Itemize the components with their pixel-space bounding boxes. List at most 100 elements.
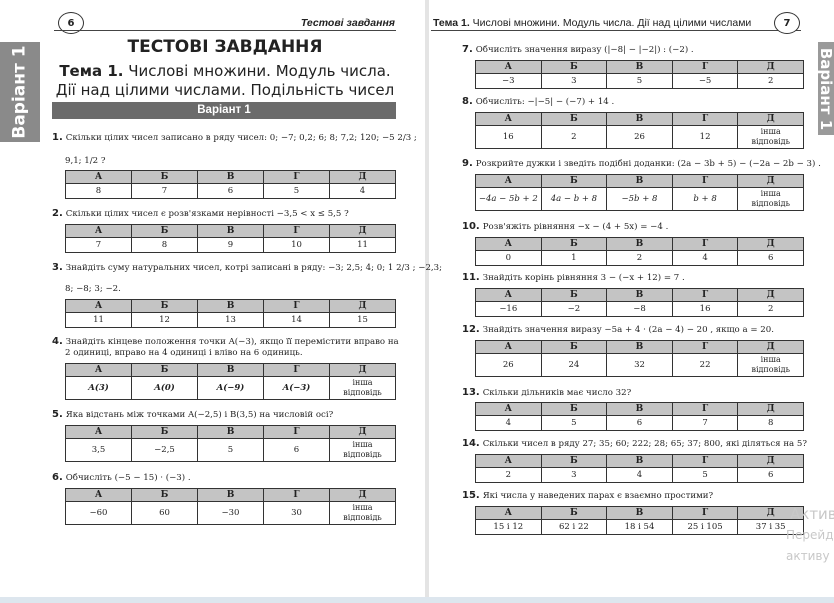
question-number: 10. [462,221,480,232]
page-number: 7 [774,12,800,34]
option-value: 5 [263,183,330,199]
question-number: 13. [462,387,480,398]
option-value: інша відповідь [737,353,804,377]
question-number: 4. [52,336,63,347]
option-header: А [65,299,132,313]
option-value: −2 [540,301,608,317]
question-text: Які числа у наведених парах є взаємно пр… [482,491,714,501]
running-header: Тема 1. Числові множини. Модуль числа. Д… [433,17,751,29]
option-value: 2 [540,125,608,149]
option-value: 7 [131,183,198,199]
option-value: 13 [197,312,264,328]
header-rule [54,30,396,31]
option-header: А [475,237,542,251]
question-text: Яка відстань між точками A(−2,5) і B(3,5… [65,410,334,420]
option-header: Д [329,224,396,238]
option-header: А [475,174,542,188]
option-header: Д [737,340,804,354]
question-12: 12. Знайдіть значення виразу −5a + 4 · (2… [462,324,774,336]
question-10: 10. Розв'яжіть рівняння −x − (4 + 5x) = −… [462,221,668,233]
option-header: А [65,488,132,502]
question-number: 12. [462,324,480,335]
option-value: −60 [65,501,132,525]
option-header: В [606,174,673,188]
option-header: Г [671,112,739,126]
question-number: 15. [462,490,480,501]
option-header: Г [671,174,739,188]
question-number: 6. [52,472,63,483]
question-4: 4. Знайдіть кінцеве положення точки A(−3)… [52,336,399,348]
question-text: Знайдіть корінь рівняння 3 − (−x + 12) =… [482,273,685,283]
question-3: 3. Знайдіть суму натуральних чисел, котрі… [52,262,442,274]
option-value: 6 [263,438,330,462]
question-text: Знайдіть суму натуральних чисел, котрі з… [65,263,443,273]
option-header: Б [540,506,608,520]
option-header: Д [329,299,396,313]
question-2: 2. Скільки цілих чисел є розв'язками нері… [52,208,349,220]
option-header: Б [540,402,608,416]
option-value: 7 [671,415,739,431]
option-header: В [197,224,264,238]
option-value: інша відповідь [737,125,804,149]
option-header: Д [329,363,396,377]
option-value: A(0) [131,376,198,400]
option-value: 12 [671,125,739,149]
question-text: Скільки цілих чисел є розв'язками нерівн… [65,209,349,219]
option-value: 15 і 12 [475,519,542,535]
option-header: В [197,299,264,313]
option-value: 18 і 54 [606,519,673,535]
answer-table: А Б В Г Д 7 8 9 10 11 [65,224,396,253]
option-header: В [606,237,673,251]
option-header: А [65,224,132,238]
option-header: Б [540,288,608,302]
question-text-continued: 2 одиниці, вправо на 4 одиниці і вліво н… [65,348,303,358]
option-value: 6 [197,183,264,199]
option-header: Г [263,488,330,502]
question-13: 13. Скільки дільників має число 32? [462,387,631,399]
option-value: 10 [263,237,330,253]
option-header: В [606,288,673,302]
option-header: Д [737,112,804,126]
option-value: 2 [606,250,673,266]
question-number: 9. [462,158,473,169]
option-value: −4a − 5b + 2 [475,187,542,211]
option-header: Д [737,237,804,251]
option-value: інша відповідь [737,187,804,211]
option-header: В [606,506,673,520]
option-value: −8 [606,301,673,317]
option-header: Д [737,174,804,188]
option-header: В [606,60,673,74]
option-value: 6 [737,467,804,483]
question-text: Розкрийте дужки і зведіть подібні доданк… [475,159,821,169]
running-header: Тестові завдання [300,17,395,29]
running-header-text: Числові множини. Модуль числа. Дії над ц… [469,17,752,29]
variant-side-tab-label: Варіант 1 [10,45,30,139]
question-text: Скільки цілих чисел записано в ряду чисе… [65,133,417,143]
option-value: 1 [540,250,608,266]
option-value: 5 [197,438,264,462]
option-value: −30 [197,501,264,525]
question-number: 14. [462,438,480,449]
topic-title: Тема 1. Числові множини. Модуль числа. Д… [54,62,396,100]
option-value: інша відповідь [329,438,396,462]
option-header: В [197,488,264,502]
question-number: 11. [462,272,480,283]
option-value: A(−9) [197,376,264,400]
option-value: 4 [671,250,739,266]
option-header: В [197,425,264,439]
question-number: 1. [52,132,63,143]
option-value: 4a − b + 8 [540,187,608,211]
option-header: В [606,402,673,416]
option-value: −16 [475,301,542,317]
question-14: 14. Скільки чисел в ряду 27; 35; 60; 222;… [462,438,807,450]
option-header: В [606,454,673,468]
option-header: Д [737,454,804,468]
option-value: A(3) [65,376,132,400]
option-header: Б [540,112,608,126]
question-8: 8. Обчисліть: −|−5| − (−7) + 14 . [462,96,614,108]
option-text: інша відповідь [343,440,382,459]
answer-table: А Б В Г Д A(3) A(0) A(−9) A(−3) інша відповідь [65,363,396,400]
option-header: В [197,170,264,184]
